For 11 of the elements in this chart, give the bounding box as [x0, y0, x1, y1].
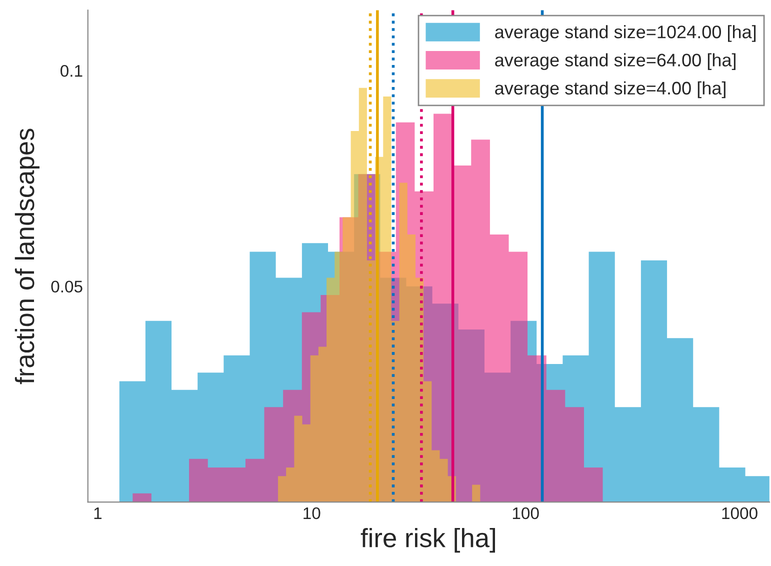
- x-tick-label: 10: [304, 507, 320, 520]
- x-tick-label: 100: [512, 507, 539, 520]
- y-tick-label: 0.05: [51, 280, 82, 293]
- y-axis-title: fraction of landscapes: [14, 128, 40, 384]
- legend-label: average stand size=1024.00 [ha]: [495, 25, 756, 42]
- legend-label: average stand size=64.00 [ha]: [495, 53, 736, 70]
- x-tick-label: 1000: [722, 507, 758, 520]
- y-tick-label: 0.1: [60, 64, 82, 77]
- x-tick-label: 1: [94, 508, 102, 519]
- x-axis-title: fire risk [ha]: [360, 528, 495, 553]
- legend-label: average stand size=4.00 [ha]: [495, 81, 726, 98]
